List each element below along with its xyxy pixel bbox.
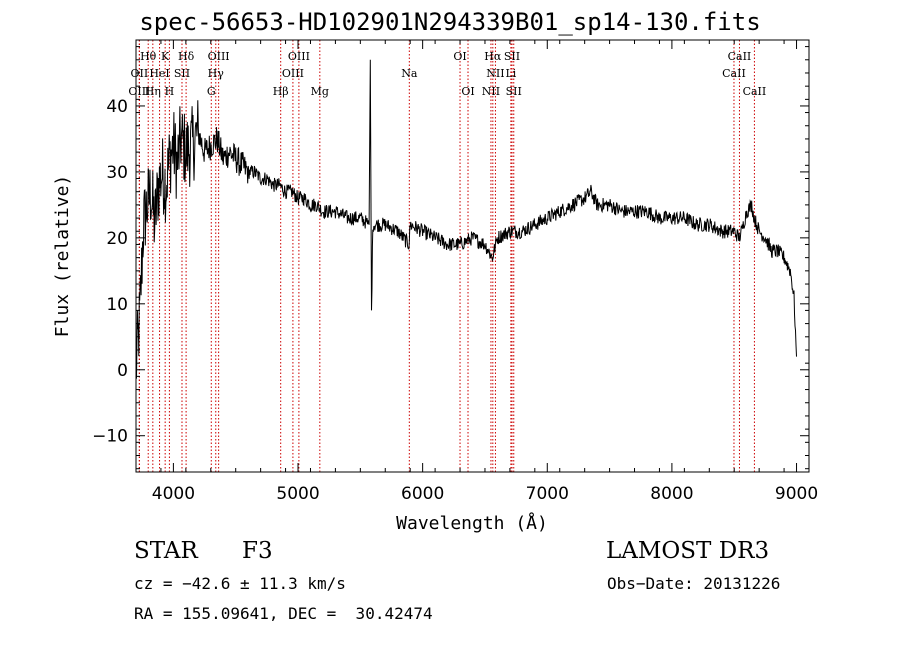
y-tick-label: 0	[117, 361, 128, 381]
spectral-line-label: HeI	[149, 67, 169, 80]
spectral-line-label: Hγ	[208, 67, 225, 80]
coordinates: RA = 155.09641, DEC = 30.42474	[134, 604, 433, 623]
spectral-line-label: OII	[131, 67, 149, 80]
object-class: STAR	[134, 538, 198, 564]
spectral-line-label: Hβ	[273, 85, 289, 98]
spectral-line-label: CaII	[728, 50, 752, 63]
spectral-line-label: OIII	[208, 50, 230, 63]
spectral-line-label: Na	[401, 67, 418, 80]
spectral-line-label: NII	[482, 85, 500, 98]
spectral-line-label: H	[165, 85, 175, 98]
spectral-line-label: Mg	[311, 85, 329, 98]
chart-title: spec-56653-HD102901N294339B01_sp14-130.f…	[139, 8, 761, 36]
spectral-line-label: OI	[461, 85, 474, 98]
x-tick-label: 4000	[152, 484, 195, 504]
x-axis-ticks: 4000 5000 6000 7000 8000 9000	[135, 40, 818, 504]
spectral-line-label: OIII	[288, 50, 310, 63]
redshift-velocity: cz = −42.6 ± 11.3 km/s	[134, 574, 346, 593]
spectral-line-label: OI	[453, 50, 466, 63]
y-tick-label: −10	[92, 427, 128, 447]
observation-date: Obs−Date: 20131226	[607, 574, 781, 593]
y-axis-ticks: −10 0 10 20 30 40	[92, 46, 809, 470]
spectral-line-label: Hη	[145, 85, 161, 98]
y-axis-label: Flux (relative)	[52, 175, 73, 338]
spectral-line-label: SII	[174, 67, 190, 80]
y-tick-label: 10	[106, 295, 128, 315]
spectral-line-label: Li	[505, 67, 516, 80]
spectral-line-label: G	[207, 85, 216, 98]
x-tick-label: 7000	[526, 484, 569, 504]
plot-frame	[135, 39, 810, 473]
x-tick-label: 6000	[401, 484, 444, 504]
x-tick-label: 8000	[650, 484, 693, 504]
x-tick-label: 9000	[775, 484, 818, 504]
spectral-line-label: Hδ	[178, 50, 195, 63]
y-tick-label: 30	[106, 163, 128, 183]
spectral-line-label: K	[161, 50, 170, 63]
spectral-line-label: NII	[486, 67, 504, 80]
spectral-line-label: CaII	[722, 67, 746, 80]
y-tick-label: 40	[106, 97, 128, 117]
spectral-line-label: Hα	[484, 50, 502, 63]
spectral-line-label: Hθ	[140, 50, 157, 63]
object-subclass: F3	[242, 538, 273, 564]
spectrum-line	[135, 59, 797, 379]
spectral-line-label: SII	[506, 85, 522, 98]
spectrum-series	[135, 59, 797, 379]
x-tick-label: 5000	[276, 484, 319, 504]
spectral-line-label: CaII	[743, 85, 767, 98]
y-tick-label: 20	[106, 229, 128, 249]
spectral-line-labels: Hθ OII OIII K HeI Hη SII H Hδ OIII Hγ G OIII OIII Hβ Mg…	[128, 50, 766, 98]
spectral-line-label: OIII	[128, 85, 150, 98]
x-axis-label: Wavelength (Å)	[396, 512, 548, 534]
spectral-line-markers	[138, 40, 755, 472]
spectral-line-label: SII	[504, 50, 520, 63]
survey-name: LAMOST DR3	[606, 538, 770, 564]
spectral-line-label: OIII	[282, 67, 304, 80]
